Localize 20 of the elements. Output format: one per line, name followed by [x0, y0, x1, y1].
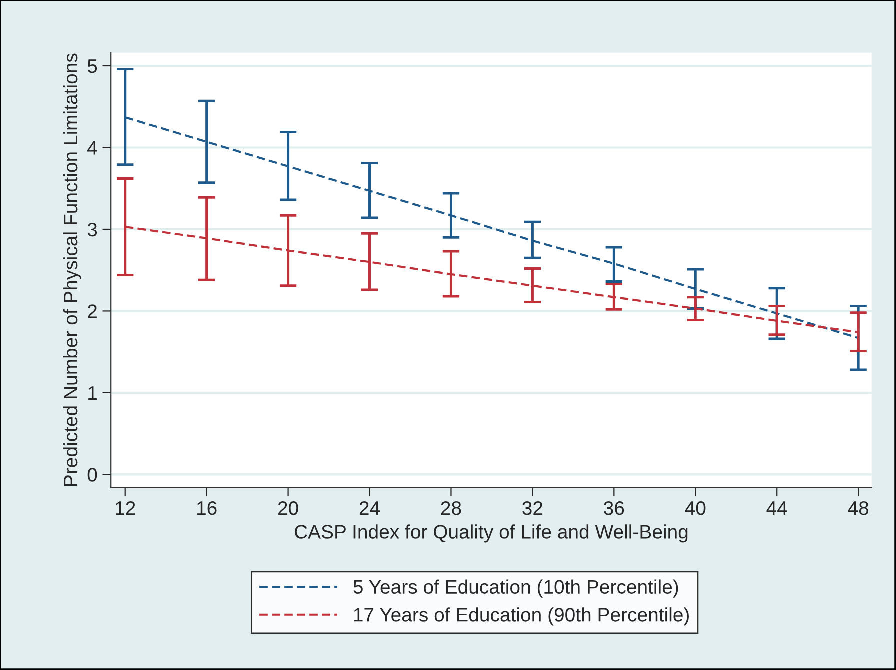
x-tick-label: 12: [116, 501, 136, 516]
x-tick-label: 44: [766, 502, 788, 516]
legend-label: 17 Years of Education (90th Percentile): [354, 608, 689, 626]
legend-label: 5 Years of Education (10th Percentile): [354, 580, 678, 598]
x-tick-label: 16: [198, 501, 217, 516]
x-tick-label: 48: [848, 501, 869, 516]
y-tick-label: 4: [88, 141, 98, 155]
x-tick-label: 24: [360, 501, 380, 516]
y-axis-title: Predicted Number of Physical Function Limitations: [63, 54, 82, 486]
x-tick-label: 40: [685, 501, 706, 516]
x-axis-title: CASP Index for Quality of Life and Well-Being: [295, 524, 688, 543]
x-tick-label: 28: [441, 501, 462, 516]
y-tick-label: 0: [88, 468, 98, 482]
x-tick-label: 20: [278, 501, 298, 516]
y-tick-label: 1: [88, 386, 97, 400]
y-tick-label: 2: [88, 304, 97, 318]
y-tick-label: 5: [88, 60, 98, 74]
x-tick-label: 36: [604, 501, 624, 516]
y-tick-label: 3: [88, 222, 98, 237]
x-tick-label: 32: [522, 501, 543, 516]
